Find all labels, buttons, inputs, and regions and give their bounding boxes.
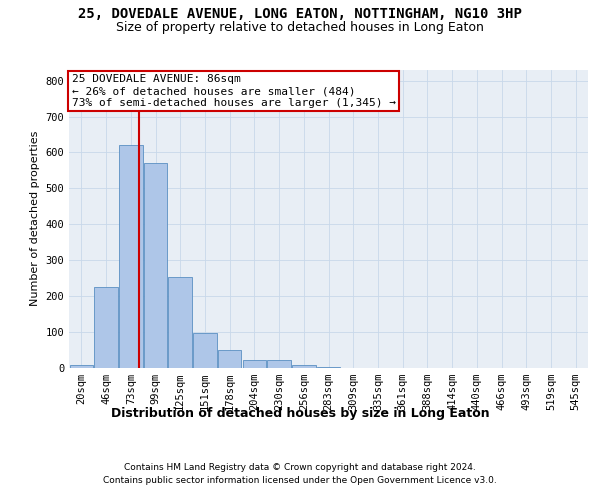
Bar [70, 364, 93, 368]
Bar [193, 334, 217, 368]
Text: Contains HM Land Registry data © Crown copyright and database right 2024.: Contains HM Land Registry data © Crown c… [124, 462, 476, 471]
Bar [94, 287, 118, 368]
Y-axis label: Number of detached properties: Number of detached properties [30, 131, 40, 306]
Bar [242, 360, 266, 368]
Bar [144, 163, 167, 368]
Bar [292, 364, 316, 368]
Text: Size of property relative to detached houses in Long Eaton: Size of property relative to detached ho… [116, 21, 484, 34]
Text: 25 DOVEDALE AVENUE: 86sqm
← 26% of detached houses are smaller (484)
73% of semi: 25 DOVEDALE AVENUE: 86sqm ← 26% of detac… [71, 74, 395, 108]
Text: 25, DOVEDALE AVENUE, LONG EATON, NOTTINGHAM, NG10 3HP: 25, DOVEDALE AVENUE, LONG EATON, NOTTING… [78, 8, 522, 22]
Text: Distribution of detached houses by size in Long Eaton: Distribution of detached houses by size … [110, 408, 490, 420]
Bar [169, 277, 192, 368]
Text: Contains public sector information licensed under the Open Government Licence v3: Contains public sector information licen… [103, 476, 497, 485]
Bar [218, 350, 241, 368]
Bar [268, 360, 291, 368]
Bar [119, 146, 143, 368]
